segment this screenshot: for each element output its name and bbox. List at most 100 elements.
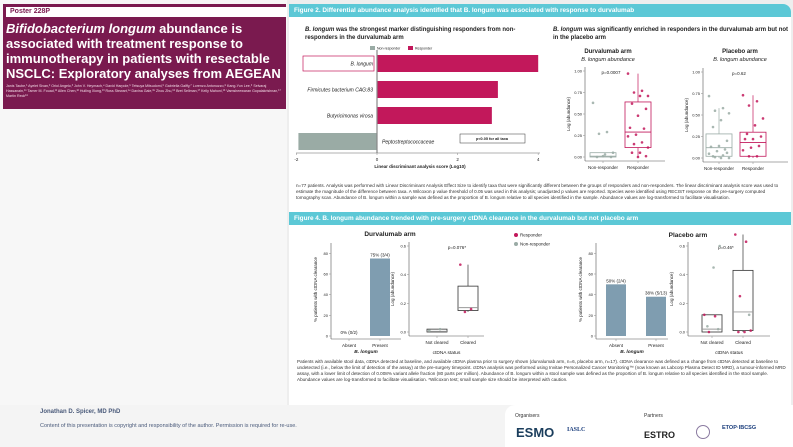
data-point xyxy=(718,244,721,248)
data-point xyxy=(713,155,717,159)
y-tick-label: 20 xyxy=(589,313,594,318)
bar-value-label: 50% (2/4) xyxy=(606,278,626,283)
bar-value-label: 75% (3/4) xyxy=(370,253,390,258)
y-tick-label: 0.00 xyxy=(574,155,583,160)
data-point xyxy=(459,263,462,266)
poster-title: Bifidobacterium longum abundance is asso… xyxy=(6,21,285,81)
y-tick-label: 0.0 xyxy=(679,330,685,335)
poster-number: Poster 228P xyxy=(6,7,287,17)
data-point xyxy=(749,146,753,149)
p-value: p=0.62 xyxy=(732,71,746,76)
data-point xyxy=(741,93,745,97)
data-point xyxy=(747,104,751,107)
bar-category-label: Butyricimonas virosa xyxy=(327,114,373,120)
data-point xyxy=(642,127,646,130)
x-tick-label: Present xyxy=(648,343,664,348)
bar-1 xyxy=(377,81,498,98)
data-point xyxy=(747,154,751,158)
figure4-caption: Patients with available stool data, ctDN… xyxy=(297,359,786,382)
data-point xyxy=(761,117,765,120)
data-point xyxy=(438,327,442,331)
y-axis-label: % patients with ctDNA clearance xyxy=(578,256,583,322)
y-tick-label: 40 xyxy=(589,292,594,297)
figure2-right-subtitle: B. longum was significantly enriched in … xyxy=(553,27,791,42)
data-point xyxy=(591,101,595,105)
y-tick-label: 20 xyxy=(324,313,329,318)
data-point xyxy=(626,72,630,75)
copyright-notice: Content of this presentation is copyrigh… xyxy=(40,423,297,429)
data-point xyxy=(719,118,723,122)
legend-label: Responder xyxy=(415,47,433,51)
x-tick-label: Cleared xyxy=(735,340,751,345)
y-tick-label: 0 xyxy=(326,334,329,339)
x-tick-label: Responder xyxy=(627,165,650,170)
x-tick-label: 4 xyxy=(537,157,540,162)
figure2-left-subtitle: B. longum was the strongest marker disti… xyxy=(305,27,545,42)
data-point xyxy=(597,132,601,136)
data-point xyxy=(638,94,642,98)
data-point xyxy=(644,154,648,158)
data-point xyxy=(712,266,715,269)
bar-0 xyxy=(377,55,539,72)
y-tick-label: 0.4 xyxy=(400,272,406,277)
data-point xyxy=(755,154,759,158)
data-point xyxy=(707,94,711,98)
x-tick-label: Cleared xyxy=(460,340,476,345)
y-tick-label: 60 xyxy=(589,272,594,277)
data-point xyxy=(743,137,747,141)
x-tick-label: Non-responder xyxy=(704,166,735,171)
y-axis-label: % patients with ctDNA clearance xyxy=(313,256,318,322)
legend-label: Responder xyxy=(520,233,543,238)
data-point xyxy=(759,135,763,138)
data-point xyxy=(646,146,650,149)
estro-logo: ESTRO xyxy=(644,430,676,440)
data-point xyxy=(755,99,759,103)
chart-title: Placebo arm xyxy=(669,232,708,239)
legend-marker-responder xyxy=(514,233,518,237)
bar-present xyxy=(370,258,390,336)
bar-category-label: Peptostreptococcaceae xyxy=(382,140,434,146)
y-tick-label: 0.4 xyxy=(679,272,685,277)
authors: Janis Taube,¹ Ayelet Sivan,² Oriol Angel… xyxy=(6,84,281,98)
y-tick-label: 80 xyxy=(324,251,329,256)
annotation-box xyxy=(459,133,526,144)
data-point xyxy=(747,313,751,317)
bar-absent xyxy=(606,284,626,336)
p-value: p=0.076* xyxy=(448,245,466,250)
data-point xyxy=(463,310,467,314)
legend-label: Non-responder xyxy=(520,242,551,247)
figure2-caption: n=77 patients. Analysis was performed wi… xyxy=(296,183,779,200)
esmo-logo: ESMO xyxy=(516,425,555,440)
y-tick-label: 0.25 xyxy=(574,133,583,138)
data-point xyxy=(595,155,599,159)
data-point xyxy=(601,154,605,158)
x-tick-label: Absent xyxy=(609,343,624,348)
y-tick-label: 1.00 xyxy=(574,69,583,74)
society-logo-icon xyxy=(696,425,710,439)
x-tick-label: Responder xyxy=(742,166,765,171)
y-tick-label: 80 xyxy=(589,251,594,256)
data-point xyxy=(640,141,644,144)
data-point xyxy=(723,148,727,151)
chart-title: Placebo arm xyxy=(722,49,758,55)
p-value: p=0.0007 xyxy=(602,70,621,75)
data-point xyxy=(713,314,717,318)
legend-label: Non-responder xyxy=(377,47,401,51)
data-point xyxy=(716,327,720,331)
legend-swatch-non-responder xyxy=(370,46,375,50)
header-text-column: Bifidobacterium longum abundance is asso… xyxy=(6,21,285,98)
x-tick-label: Non-responder xyxy=(588,165,619,170)
y-tick-label: 40 xyxy=(324,292,329,297)
x-tick-label: Not cleared xyxy=(700,340,724,345)
data-point xyxy=(626,135,630,138)
y-tick-label: 0.50 xyxy=(692,113,701,118)
data-point xyxy=(711,125,715,129)
etop-ibcsg-logo: ETOP·IBCSG xyxy=(722,425,757,431)
chart-title: Durvalumab arm xyxy=(364,231,416,238)
data-point xyxy=(753,124,757,127)
footer: Jonathan D. Spicer, MD PhD Content of th… xyxy=(0,405,793,447)
data-point xyxy=(706,324,709,328)
x-axis-label: ctDNA status xyxy=(433,350,461,356)
bar-value-label: 38% (5/13) xyxy=(645,291,668,296)
data-point xyxy=(713,109,717,112)
